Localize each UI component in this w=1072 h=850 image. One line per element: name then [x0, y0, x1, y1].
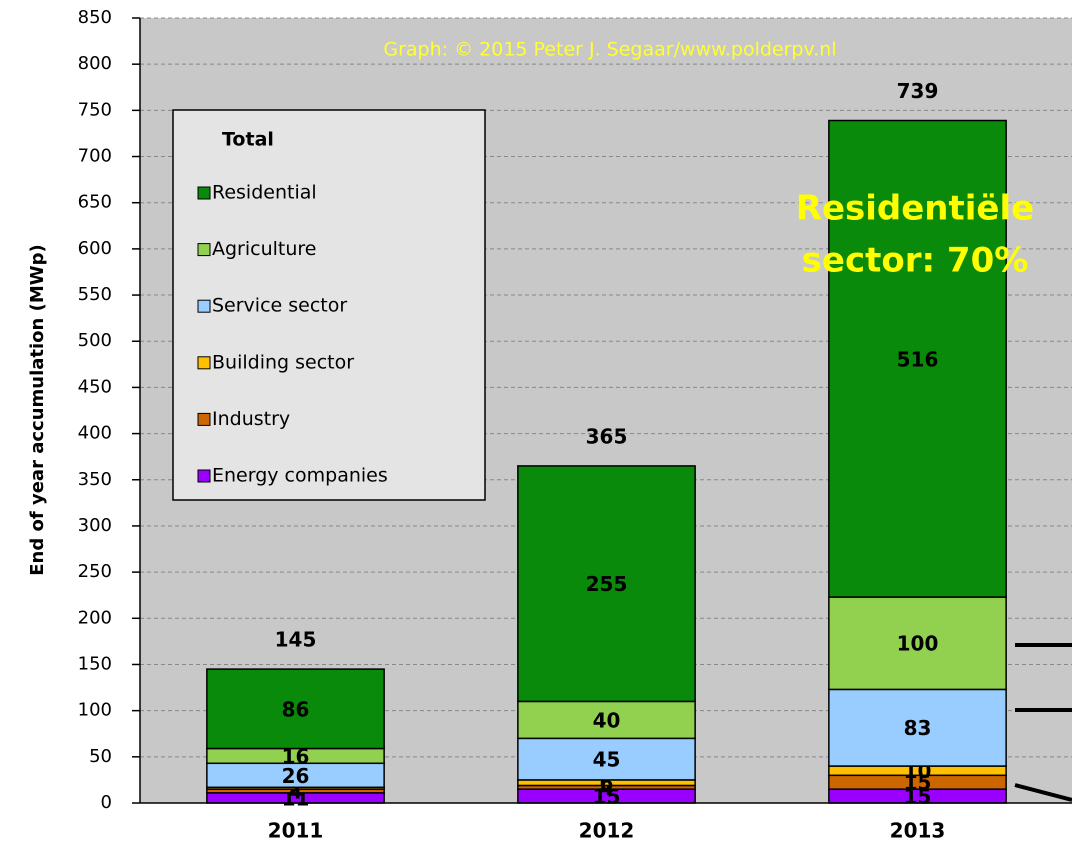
data-label: 83	[904, 716, 932, 740]
y-tick-label: 200	[78, 607, 112, 628]
x-tick-label: 2011	[268, 819, 324, 843]
total-label: 739	[897, 79, 939, 103]
legend-swatch	[197, 186, 211, 200]
legend-swatch	[197, 469, 211, 483]
data-label: 516	[897, 347, 939, 371]
total-label: 365	[586, 424, 628, 448]
y-tick-label: 500	[78, 330, 112, 351]
bar-segment	[517, 465, 696, 703]
legend-title: Total	[222, 129, 274, 151]
y-tick-label: 400	[78, 423, 112, 444]
y-tick-label: 650	[78, 192, 112, 213]
bar-segment	[828, 119, 1007, 598]
y-tick-label: 350	[78, 469, 112, 490]
data-label: 26	[282, 764, 310, 788]
bars: 1142261686145154645402553651515108310051…	[206, 79, 1007, 810]
annotation: Residentiële	[796, 189, 1034, 229]
y-tick-label: 750	[78, 99, 112, 120]
legend-swatch	[197, 299, 211, 313]
data-label: 100	[897, 632, 939, 656]
data-label: 40	[593, 708, 621, 732]
y-axis-label: End of year accumulation (MWp)	[27, 244, 48, 575]
y-tick-label: 550	[78, 284, 112, 305]
legend: Total Energy companies Industry Building s…	[172, 109, 486, 501]
y-tick-label: 800	[78, 53, 112, 74]
legend-label: Residential	[212, 182, 317, 204]
credit: Graph: © 2015 Peter J. Segaar/www.polder…	[383, 39, 836, 61]
y-tick-label: 850	[78, 7, 112, 28]
bar-segment	[517, 700, 696, 740]
data-label: 86	[282, 697, 310, 721]
y-tick-label: 450	[78, 376, 112, 397]
legend-box	[172, 109, 486, 501]
y-tick-label: 600	[78, 238, 112, 259]
legend-swatch	[197, 412, 211, 426]
data-label: 45	[593, 748, 621, 772]
y-tick-label: 100	[78, 700, 112, 721]
annotation: sector: 70%	[802, 241, 1029, 281]
x-tick-label: 2013	[890, 819, 946, 843]
x-tick-label: 2012	[579, 819, 635, 843]
bar-segment	[828, 596, 1007, 691]
legend-label: Agriculture	[212, 238, 317, 260]
y-tick-label: 50	[89, 746, 112, 767]
legend-label: Service sector	[212, 295, 347, 317]
legend-label: Industry	[212, 408, 290, 430]
legend-swatch	[197, 243, 211, 257]
y-tick-label: 0	[101, 792, 112, 813]
bar-segment	[517, 737, 696, 781]
pointer-line	[1014, 783, 1072, 802]
legend-label: Building sector	[212, 351, 354, 373]
y-tick-label: 150	[78, 653, 112, 674]
data-label: 255	[586, 572, 628, 596]
total-label: 145	[275, 628, 317, 652]
bar-segment	[828, 688, 1007, 767]
y-tick-label: 700	[78, 146, 112, 167]
legend-swatch	[197, 356, 211, 370]
legend-label: Energy companies	[212, 465, 388, 487]
bar-segment	[206, 668, 385, 750]
y-tick-label: 300	[78, 515, 112, 536]
y-tick-label: 250	[78, 561, 112, 582]
